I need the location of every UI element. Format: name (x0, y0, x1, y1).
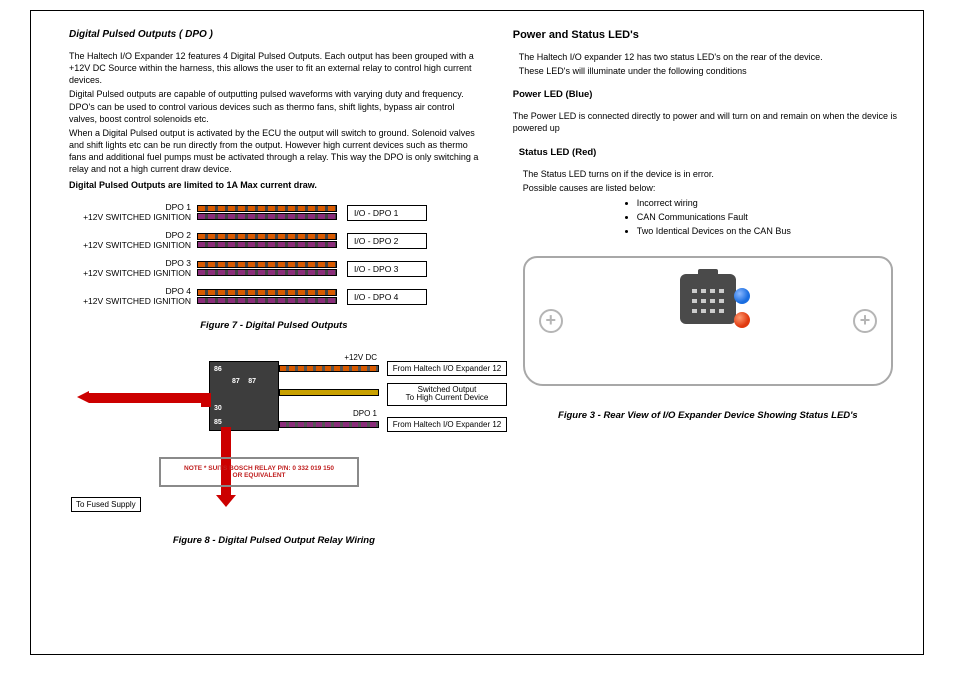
status-bullet: Two Identical Devices on the CAN Bus (637, 226, 903, 236)
dpo-row: DPO 2+12V SWITCHED IGNITION I/O - DPO 2 (69, 230, 479, 252)
dpo-left-label: DPO 4+12V SWITCHED IGNITION (69, 287, 197, 306)
figure7-caption: Figure 7 - Digital Pulsed Outputs (69, 320, 479, 331)
dpo-right-label: I/O - DPO 2 (347, 233, 427, 249)
dpo-right-label: I/O - DPO 1 (347, 205, 427, 221)
red-arrow-left-head (77, 391, 89, 403)
dpo-title: Digital Pulsed Outputs ( DPO ) (69, 29, 479, 40)
figure8-caption: Figure 8 - Digital Pulsed Output Relay W… (69, 535, 479, 546)
dpo-p4: Digital Pulsed Outputs are limited to 1A… (69, 179, 479, 191)
page-frame: Digital Pulsed Outputs ( DPO ) The Halte… (30, 10, 924, 655)
dpo-right-label: I/O - DPO 3 (347, 261, 427, 277)
dpo-left-label: DPO 3+12V SWITCHED IGNITION (69, 259, 197, 278)
dpo-left-label: DPO 1+12V SWITCHED IGNITION (69, 203, 197, 222)
to-fused-box: To Fused Supply (71, 497, 141, 512)
box-switched-l1: Switched Output (418, 385, 477, 394)
pin-87a: 87 (232, 378, 240, 385)
box-from1: From Haltech I/O Expander 12 (387, 361, 507, 376)
screw-right-icon: + (853, 309, 877, 333)
connector-tab (698, 269, 718, 276)
power-led-h: Power LED (Blue) (513, 89, 903, 100)
status-bullet: CAN Communications Fault (637, 212, 903, 222)
box-switched-l2: To High Current Device (406, 393, 489, 402)
relay-note: NOTE * SUITS BOSCH RELAY P/N: 0 332 019 … (159, 457, 359, 487)
red-arrow-left (89, 393, 211, 403)
dpo-wire-pair (197, 259, 337, 279)
left-column: Digital Pulsed Outputs ( DPO ) The Halte… (69, 29, 479, 644)
red-arrow-corner (201, 393, 211, 407)
leds-p1: The Haltech I/O expander 12 has two stat… (519, 51, 903, 63)
box-from2: From Haltech I/O Expander 12 (387, 417, 507, 432)
lbl-dpo1: DPO 1 (277, 409, 377, 418)
wire-switched (279, 389, 379, 396)
red-arrow-down-head (216, 495, 236, 507)
dpo-wire-pair (197, 231, 337, 251)
connector (680, 274, 736, 324)
dpo-diagram: DPO 1+12V SWITCHED IGNITION I/O - DPO 1 … (69, 202, 479, 308)
lbl-12v: +12V DC (277, 353, 377, 362)
pin-30: 30 (214, 405, 222, 412)
status-led-p1: The Status LED turns on if the device is… (523, 168, 903, 180)
dpo-wire-pair (197, 287, 337, 307)
status-led-icon (734, 312, 750, 328)
status-led-p2: Possible causes are listed below: (523, 182, 903, 194)
relay-note-l1: NOTE * SUITS BOSCH RELAY P/N: 0 332 019 … (184, 465, 334, 472)
leds-p2: These LED's will illuminate under the fo… (519, 65, 903, 77)
dpo-p2: Digital Pulsed outputs are capable of ou… (69, 88, 479, 124)
pin-85: 85 (214, 419, 222, 426)
pin-87b: 87 (248, 378, 256, 385)
figure3-caption: Figure 3 - Rear View of I/O Expander Dev… (513, 410, 903, 421)
leds-title: Power and Status LED's (513, 29, 903, 41)
connector-pins (686, 284, 730, 318)
wire-12v (279, 365, 379, 372)
dpo-p1: The Haltech I/O Expander 12 features 4 D… (69, 50, 479, 86)
dpo-right-label: I/O - DPO 4 (347, 289, 427, 305)
power-led-p: The Power LED is connected directly to p… (513, 110, 903, 134)
wire-dpo1 (279, 421, 379, 428)
dpo-wire-pair (197, 203, 337, 223)
right-column: Power and Status LED's The Haltech I/O e… (507, 29, 903, 644)
pin-86: 86 (214, 366, 222, 373)
status-bullet: Incorrect wiring (637, 198, 903, 208)
status-led-h: Status LED (Red) (519, 147, 903, 158)
dpo-row: DPO 1+12V SWITCHED IGNITION I/O - DPO 1 (69, 202, 479, 224)
dpo-row: DPO 4+12V SWITCHED IGNITION I/O - DPO 4 (69, 286, 479, 308)
power-led-icon (734, 288, 750, 304)
status-bullets: Incorrect wiring CAN Communications Fault… (623, 198, 903, 236)
dpo-p3: When a Digital Pulsed output is activate… (69, 127, 479, 176)
box-switched: Switched Output To High Current Device (387, 383, 507, 407)
device-rear-view: + + (523, 256, 893, 386)
screw-left-icon: + (539, 309, 563, 333)
dpo-left-label: DPO 2+12V SWITCHED IGNITION (69, 231, 197, 250)
relay-note-l2: OR EQUIVALENT (233, 472, 286, 479)
relay-diagram: 86 87 87 30 85 +12V DC From Haltech I/O … (69, 347, 479, 517)
relay-body: 86 87 87 30 85 (209, 361, 279, 431)
dpo-row: DPO 3+12V SWITCHED IGNITION I/O - DPO 3 (69, 258, 479, 280)
